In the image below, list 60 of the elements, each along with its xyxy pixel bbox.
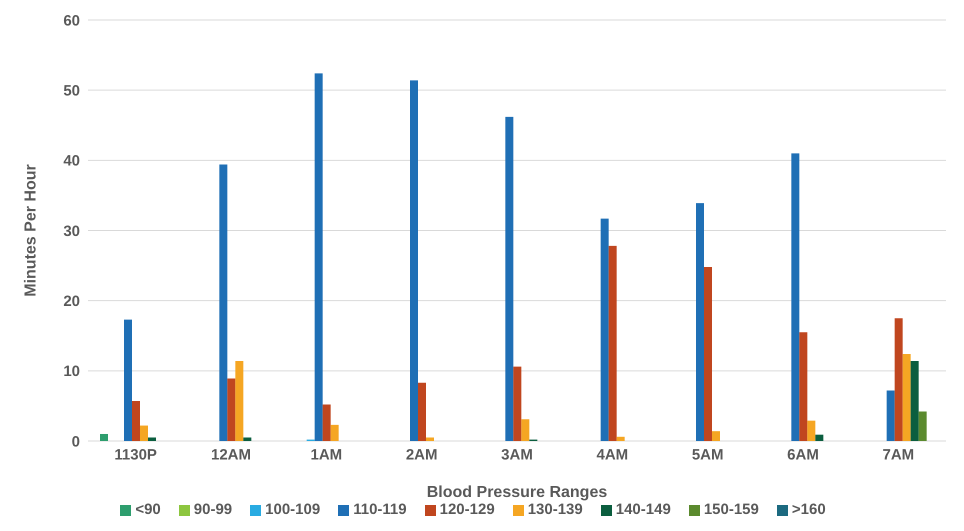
bar: [322, 404, 331, 441]
legend-label: 90-99: [194, 501, 232, 518]
y-tick-label: 10: [63, 363, 80, 380]
bar: [418, 382, 426, 441]
bar: [235, 361, 244, 441]
bar: [505, 116, 514, 441]
bar: [894, 318, 903, 441]
x-tick-label: 7AM: [882, 446, 914, 464]
x-tick-label: 3AM: [501, 446, 533, 464]
y-tick-label: 30: [63, 222, 80, 240]
bar: [314, 73, 323, 441]
bar: [918, 412, 927, 441]
legend-label: >160: [792, 501, 826, 518]
y-tick-label: 40: [63, 152, 80, 170]
bar: [910, 361, 919, 441]
bar: [608, 246, 617, 441]
bar: [521, 419, 530, 441]
legend-label: 100-109: [265, 501, 320, 518]
bar: [696, 203, 704, 441]
x-tick-label: 2AM: [406, 446, 438, 464]
x-tick-label: 12AM: [210, 446, 252, 464]
bar: [886, 390, 895, 441]
bar: [807, 420, 816, 441]
bar: [902, 354, 911, 441]
legend-label: 150-159: [704, 501, 759, 518]
bar: [791, 153, 800, 441]
bar: [243, 437, 252, 441]
legend-label: <90: [135, 501, 161, 518]
x-tick-label: 1AM: [310, 446, 342, 464]
bar: [799, 332, 808, 441]
bar: [600, 218, 609, 441]
bar: [132, 401, 140, 441]
bar: [140, 426, 148, 441]
y-tick-label: 20: [63, 292, 80, 310]
x-tick-label: 6AM: [787, 446, 819, 464]
y-tick-label: 0: [72, 433, 80, 450]
bar: [227, 378, 236, 441]
x-tick-label: 5AM: [692, 446, 724, 464]
x-tick-label: 1130P: [114, 446, 157, 464]
bar: [426, 437, 434, 441]
y-tick-label: 50: [63, 82, 80, 100]
bar: [410, 80, 418, 441]
legend-label: 110-119: [353, 501, 407, 518]
bar: [712, 431, 720, 441]
bar: [219, 164, 228, 441]
y-tick-label: 60: [63, 12, 80, 30]
x-axis-title: Blood Pressure Ranges: [426, 484, 608, 501]
bar: [148, 437, 156, 441]
y-axis-title: Minutes Per Hour: [22, 164, 40, 297]
legend-label: 140-149: [616, 501, 671, 518]
legend-label: 120-129: [440, 501, 495, 518]
bar: [124, 320, 132, 441]
bar: [616, 436, 625, 441]
legend-label: 130-139: [528, 501, 583, 518]
bar: [704, 266, 712, 441]
bar: [100, 434, 108, 441]
x-tick-label: 4AM: [596, 446, 628, 464]
bar: [330, 424, 339, 441]
bar: [815, 434, 824, 441]
bar: [513, 366, 522, 441]
